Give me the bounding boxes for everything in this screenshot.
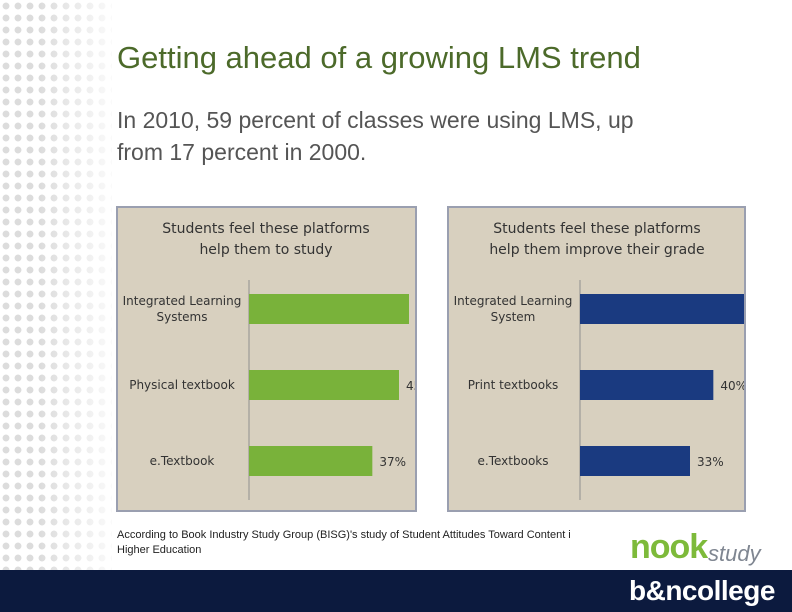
bar-1: [249, 294, 409, 324]
data-label-2: 45%: [406, 379, 415, 393]
category-label-1: Systems: [157, 310, 208, 324]
footer-bar: [0, 570, 792, 612]
nook-logo-text: nook: [630, 528, 708, 566]
category-label-1: System: [491, 310, 536, 324]
bar-1: [580, 294, 744, 324]
chart-title-line: Students feel these platforms: [162, 221, 369, 237]
data-label-2: 40%: [720, 379, 744, 393]
data-label-3: 33%: [697, 455, 724, 469]
category-label-2: Physical textbook: [129, 378, 235, 392]
chart-title-line: help them to study: [199, 242, 332, 258]
bar-3: [249, 446, 373, 476]
chart-panel-study: Students feel these platforms help them t…: [116, 206, 417, 512]
category-label-3: e.Textbooks: [478, 454, 549, 468]
chart-panel-grade: Students feel these platforms help them i…: [447, 206, 746, 512]
bar-2: [580, 370, 714, 400]
chart-grade-svg: Students feel these platforms help them i…: [454, 221, 744, 500]
slide-title: Getting ahead of a growing LMS trend: [117, 40, 641, 75]
slide-subtitle: In 2010, 59 percent of classes were usin…: [117, 107, 634, 165]
dotted-pattern-decoration: [0, 0, 112, 570]
study-logo-text: study: [708, 541, 761, 566]
chart-title-line: Students feel these platforms: [493, 221, 700, 237]
category-label-2: Print textbooks: [468, 378, 559, 392]
category-label-3: e.Textbook: [150, 454, 215, 468]
bar-2: [249, 370, 399, 400]
chart-title-line: help them improve their grade: [489, 242, 704, 258]
category-label-1: Integrated Learning: [454, 294, 573, 308]
source-note: According to Book Industry Study Group (…: [117, 529, 577, 556]
chart-study-svg: Students feel these platforms help them t…: [123, 221, 415, 500]
bar-3: [580, 446, 690, 476]
data-label-3: 37%: [379, 455, 406, 469]
category-label-1: Integrated Learning: [123, 294, 242, 308]
nook-study-logo: [570, 526, 792, 570]
bncollege-logo: b&ncollege: [629, 575, 775, 606]
